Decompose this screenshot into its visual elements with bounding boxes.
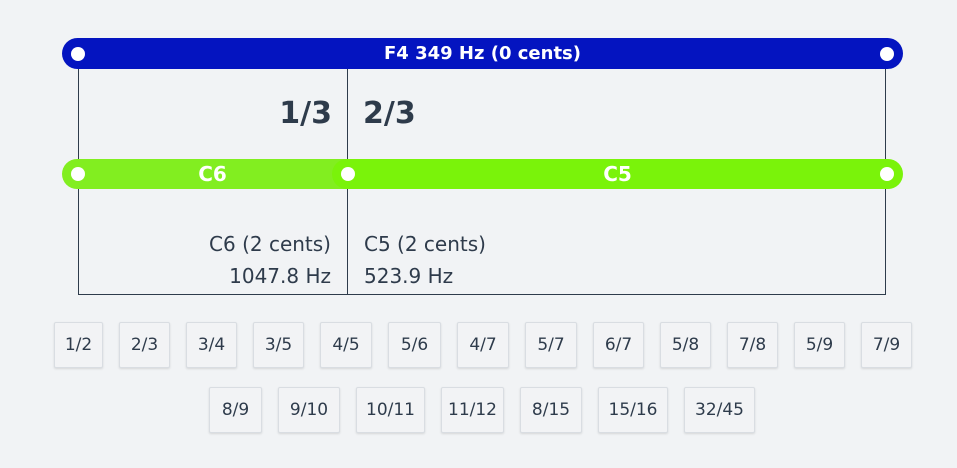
- ratio-button[interactable]: 5/9: [794, 322, 845, 368]
- segment-right-note: C5 (2 cents): [364, 232, 486, 256]
- segment-left-freq: 1047.8 Hz: [229, 264, 331, 288]
- ratio-button[interactable]: 7/8: [727, 322, 778, 368]
- ratio-button[interactable]: 8/9: [209, 387, 262, 433]
- string-label: F4 349 Hz (0 cents): [384, 43, 581, 64]
- segment-left-info: C6 (2 cents) 1047.8 Hz: [209, 228, 331, 292]
- string-bar[interactable]: F4 349 Hz (0 cents): [62, 38, 903, 69]
- segment-right-end-peg[interactable]: [880, 167, 894, 181]
- ratio-button[interactable]: 5/7: [525, 322, 577, 368]
- segment-right-label: C5: [603, 162, 632, 186]
- segment-right-bar[interactable]: C5: [332, 159, 903, 189]
- ratio-button[interactable]: 10/11: [356, 387, 425, 433]
- segment-left-bar[interactable]: C6: [62, 159, 363, 189]
- string-start-peg[interactable]: [71, 46, 85, 61]
- ratio-button[interactable]: 4/5: [320, 322, 372, 368]
- ratio-button[interactable]: 7/9: [861, 322, 912, 368]
- ratio-button[interactable]: 1/2: [54, 322, 103, 368]
- split-peg[interactable]: [341, 167, 355, 181]
- frame-bottom-line: [78, 294, 886, 295]
- segment-right-info: C5 (2 cents) 523.9 Hz: [364, 228, 486, 292]
- ratio-button[interactable]: 2/3: [119, 322, 170, 368]
- ratio-right-label: 2/3: [363, 96, 416, 131]
- ratio-button[interactable]: 5/8: [660, 322, 711, 368]
- ratio-button[interactable]: 32/45: [684, 387, 755, 433]
- ratio-left-label: 1/3: [279, 96, 332, 131]
- segment-right-freq: 523.9 Hz: [364, 264, 454, 288]
- string-end-peg[interactable]: [880, 46, 894, 61]
- ratio-button[interactable]: 3/4: [186, 322, 237, 368]
- segment-left-label: C6: [198, 162, 227, 186]
- ratio-button[interactable]: 15/16: [598, 387, 668, 433]
- ratio-button[interactable]: 8/15: [520, 387, 582, 433]
- ratio-button[interactable]: 9/10: [278, 387, 340, 433]
- ratio-button[interactable]: 11/12: [441, 387, 504, 433]
- segment-left-start-peg[interactable]: [71, 167, 85, 181]
- ratio-button[interactable]: 4/7: [457, 322, 509, 368]
- ratio-button[interactable]: 5/6: [388, 322, 441, 368]
- ratio-button[interactable]: 6/7: [593, 322, 644, 368]
- segment-left-note: C6 (2 cents): [209, 232, 331, 256]
- ratio-button[interactable]: 3/5: [253, 322, 304, 368]
